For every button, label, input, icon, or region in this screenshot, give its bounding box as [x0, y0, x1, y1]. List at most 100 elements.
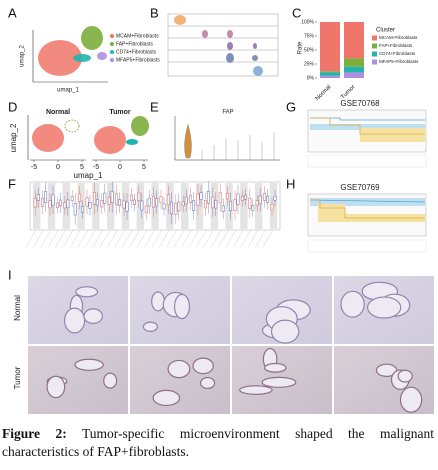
- bar-segment: [320, 22, 340, 72]
- shade: [255, 183, 263, 229]
- box: [95, 199, 99, 206]
- gland: [152, 389, 181, 407]
- x-tick: [151, 229, 162, 248]
- shade: [151, 183, 159, 229]
- axis-label: umap_1: [57, 88, 79, 94]
- violins: [174, 15, 263, 76]
- shade: [33, 183, 41, 229]
- box: [221, 205, 225, 212]
- shade: [92, 183, 100, 229]
- x-tick: [255, 229, 266, 248]
- box: [263, 193, 267, 201]
- figure: A umap_1 umap_2 MCAM+Fibroblasts FAP+Fibr…: [8, 5, 434, 414]
- gland: [366, 296, 402, 319]
- panel-label: C: [292, 5, 301, 20]
- x-tick: [210, 229, 222, 248]
- box: [73, 203, 77, 216]
- gland: [103, 372, 118, 389]
- gland: [397, 369, 413, 383]
- x-tick: [122, 229, 133, 248]
- group-title: Tumor: [109, 109, 131, 116]
- box: [110, 191, 114, 204]
- panel-label: F: [8, 176, 16, 191]
- x-tick: [33, 229, 44, 248]
- legend-title: Cluster: [376, 28, 395, 34]
- x-tick-label: 0: [56, 164, 60, 171]
- box: [103, 192, 107, 204]
- box: [78, 193, 82, 202]
- box: [196, 193, 200, 206]
- gland: [264, 362, 287, 373]
- box: [166, 194, 170, 206]
- gland: [46, 375, 66, 399]
- bar-segment: [344, 72, 364, 78]
- box: [122, 200, 126, 209]
- box: [100, 200, 104, 208]
- km-plot: [307, 109, 427, 168]
- box: [266, 195, 270, 203]
- box: [125, 201, 129, 212]
- x-tick: [85, 229, 96, 248]
- box: [218, 192, 222, 204]
- y-tick-label: 100%: [301, 19, 314, 25]
- x-tick: [181, 229, 192, 248]
- box: [159, 196, 163, 203]
- shade: [136, 183, 144, 229]
- legend-swatch: [110, 58, 114, 62]
- shade: [121, 183, 130, 229]
- panel-label: A: [8, 5, 17, 20]
- legend-label: FAP+Fibroblasts: [379, 43, 413, 48]
- x-tick: [196, 229, 207, 248]
- gland: [173, 293, 191, 320]
- box: [144, 205, 148, 213]
- x-tick-label: 5: [142, 164, 146, 171]
- km-plot: [307, 193, 427, 253]
- legend-swatch: [372, 51, 377, 57]
- group-title: Normal: [46, 109, 70, 116]
- box: [211, 196, 215, 209]
- x-tick-label: 5: [80, 164, 84, 171]
- bar-segment: [344, 66, 364, 73]
- x-tick: [240, 229, 251, 248]
- bar-segment: [320, 71, 340, 73]
- panel-label: D: [8, 99, 17, 114]
- axis-label: umap_2: [9, 123, 18, 152]
- gland: [142, 321, 158, 332]
- x-tick: [247, 229, 259, 248]
- legend-label: MCAM+Fibroblasts: [379, 35, 418, 40]
- box: [115, 193, 119, 206]
- x-tick: [166, 229, 177, 248]
- box: [229, 200, 233, 211]
- box: [214, 200, 218, 209]
- x-tick: [107, 229, 118, 248]
- box: [240, 195, 244, 201]
- x-tick: [218, 229, 229, 248]
- box: [181, 201, 185, 207]
- panel-title: GSE70769: [340, 183, 380, 192]
- shade: [166, 183, 174, 229]
- micrograph: [130, 346, 230, 414]
- box: [88, 202, 92, 209]
- box: [203, 200, 207, 209]
- x-tick: [136, 229, 148, 248]
- box: [58, 199, 62, 207]
- gland: [261, 376, 297, 388]
- box: [140, 200, 144, 211]
- box: [270, 204, 274, 210]
- gland: [63, 307, 86, 334]
- box: [132, 199, 136, 205]
- box: [118, 199, 122, 206]
- box: [258, 195, 262, 205]
- gland: [399, 386, 423, 413]
- axis-label: Rate: [298, 41, 304, 54]
- x-tick: [188, 229, 199, 248]
- x-tick: [159, 229, 170, 248]
- x-tick: [203, 229, 214, 248]
- x-tick: [99, 229, 111, 248]
- box: [51, 194, 55, 206]
- panel-title: GSE70768: [340, 99, 380, 108]
- x-tick: [144, 229, 155, 248]
- shade: [77, 183, 85, 229]
- panel-label: H: [286, 176, 295, 191]
- shade: [240, 183, 248, 229]
